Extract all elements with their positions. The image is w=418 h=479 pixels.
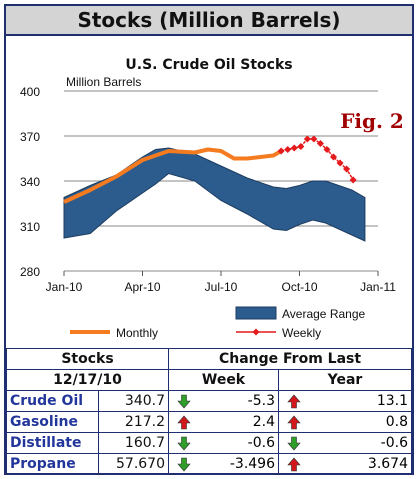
weekly-line bbox=[281, 138, 354, 181]
week-change: -3.496 bbox=[198, 453, 279, 475]
x-tick-label: Apr-10 bbox=[124, 280, 160, 294]
week-change: -5.3 bbox=[198, 390, 279, 412]
y-tick-label: 310 bbox=[20, 220, 40, 234]
change-header: Change From Last bbox=[168, 348, 412, 370]
y-tick-label: 370 bbox=[20, 130, 40, 144]
weekly-point bbox=[290, 144, 298, 152]
week-change: -0.6 bbox=[198, 432, 279, 454]
weekly-point bbox=[329, 153, 338, 161]
weekly-point bbox=[336, 159, 344, 167]
down-arrow-icon bbox=[177, 436, 191, 450]
year-arrow-cell bbox=[278, 432, 309, 454]
legend-monthly-label: Monthly bbox=[116, 326, 158, 340]
product-name: Propane bbox=[6, 453, 99, 475]
y-tick-label: 340 bbox=[20, 175, 40, 189]
fig-label: Fig. 2 bbox=[340, 109, 404, 133]
crude-oil-chart: U.S. Crude Oil Stocks Million Barrels Fig.… bbox=[20, 57, 404, 340]
legend-weekly-marker bbox=[252, 328, 260, 336]
stocks-panel: Stocks (Million Barrels) U.S. Crude Oil … bbox=[4, 4, 414, 475]
year-arrow-cell bbox=[278, 390, 309, 412]
year-change: 3.674 bbox=[308, 453, 412, 475]
weekly-point bbox=[277, 147, 285, 155]
year-change: 13.1 bbox=[308, 390, 412, 412]
panel-title: Stocks (Million Barrels) bbox=[77, 8, 341, 32]
weekly-point bbox=[303, 135, 311, 143]
weekly-point bbox=[323, 145, 331, 154]
week-header: Week bbox=[168, 369, 279, 391]
week-change: 2.4 bbox=[198, 411, 279, 433]
weekly-point bbox=[310, 135, 318, 143]
up-arrow-icon bbox=[177, 415, 191, 429]
chart-area: U.S. Crude Oil Stocks Million Barrels Fig.… bbox=[6, 38, 412, 348]
x-tick-label: Jan-10 bbox=[46, 280, 83, 294]
legend-range-swatch bbox=[235, 306, 277, 320]
week-arrow-cell bbox=[168, 432, 199, 454]
product-name: Gasoline bbox=[6, 411, 99, 433]
stock-value: 57.670 bbox=[98, 453, 169, 475]
year-arrow-cell bbox=[278, 411, 309, 433]
table-row: Propane 57.670 -3.496 3.674 bbox=[6, 453, 412, 475]
x-tick-label: Jan-11 bbox=[360, 280, 396, 294]
table-row: Gasoline 217.2 2.4 0.8 bbox=[6, 411, 412, 433]
up-arrow-icon bbox=[287, 394, 301, 408]
date-header: 12/17/10 bbox=[6, 369, 169, 391]
table-row: Distillate 160.7 -0.6 -0.6 bbox=[6, 432, 412, 454]
product-name: Crude Oil bbox=[6, 390, 99, 412]
chart-title: U.S. Crude Oil Stocks bbox=[125, 57, 292, 73]
panel-header: Stocks (Million Barrels) bbox=[6, 6, 412, 36]
legend-range-label: Average Range bbox=[282, 307, 366, 321]
x-tick-label: Oct-10 bbox=[281, 280, 317, 294]
y-tick-label: 400 bbox=[20, 85, 40, 99]
year-arrow-cell bbox=[278, 453, 309, 475]
year-header: Year bbox=[278, 369, 412, 391]
down-arrow-icon bbox=[287, 436, 301, 450]
stock-value: 340.7 bbox=[98, 390, 169, 412]
week-arrow-cell bbox=[168, 453, 199, 475]
average-range-area bbox=[63, 147, 366, 242]
stocks-table: Stocks Change From Last 12/17/10 Week Ye… bbox=[6, 348, 412, 475]
y-tick-label: 280 bbox=[20, 265, 40, 279]
up-arrow-icon bbox=[287, 415, 301, 429]
monthly-line bbox=[63, 147, 283, 204]
weekly-point bbox=[349, 176, 357, 184]
week-arrow-cell bbox=[168, 411, 199, 433]
down-arrow-icon bbox=[177, 457, 191, 471]
y-axis-label: Million Barrels bbox=[66, 75, 141, 89]
product-name: Distillate bbox=[6, 432, 99, 454]
weekly-point bbox=[297, 142, 305, 151]
legend-weekly-label: Weekly bbox=[282, 326, 321, 340]
stock-value: 217.2 bbox=[98, 411, 169, 433]
weekly-point bbox=[343, 165, 351, 173]
year-change: 0.8 bbox=[308, 411, 412, 433]
table-row: Crude Oil 340.7 -5.3 13.1 bbox=[6, 390, 412, 412]
weekly-point bbox=[284, 145, 292, 154]
weekly-point bbox=[316, 139, 324, 148]
down-arrow-icon bbox=[177, 394, 191, 408]
up-arrow-icon bbox=[287, 457, 301, 471]
year-change: -0.6 bbox=[308, 432, 412, 454]
stock-value: 160.7 bbox=[98, 432, 169, 454]
stocks-header: Stocks bbox=[6, 348, 169, 370]
x-tick-label: Jul-10 bbox=[205, 280, 238, 294]
week-arrow-cell bbox=[168, 390, 199, 412]
